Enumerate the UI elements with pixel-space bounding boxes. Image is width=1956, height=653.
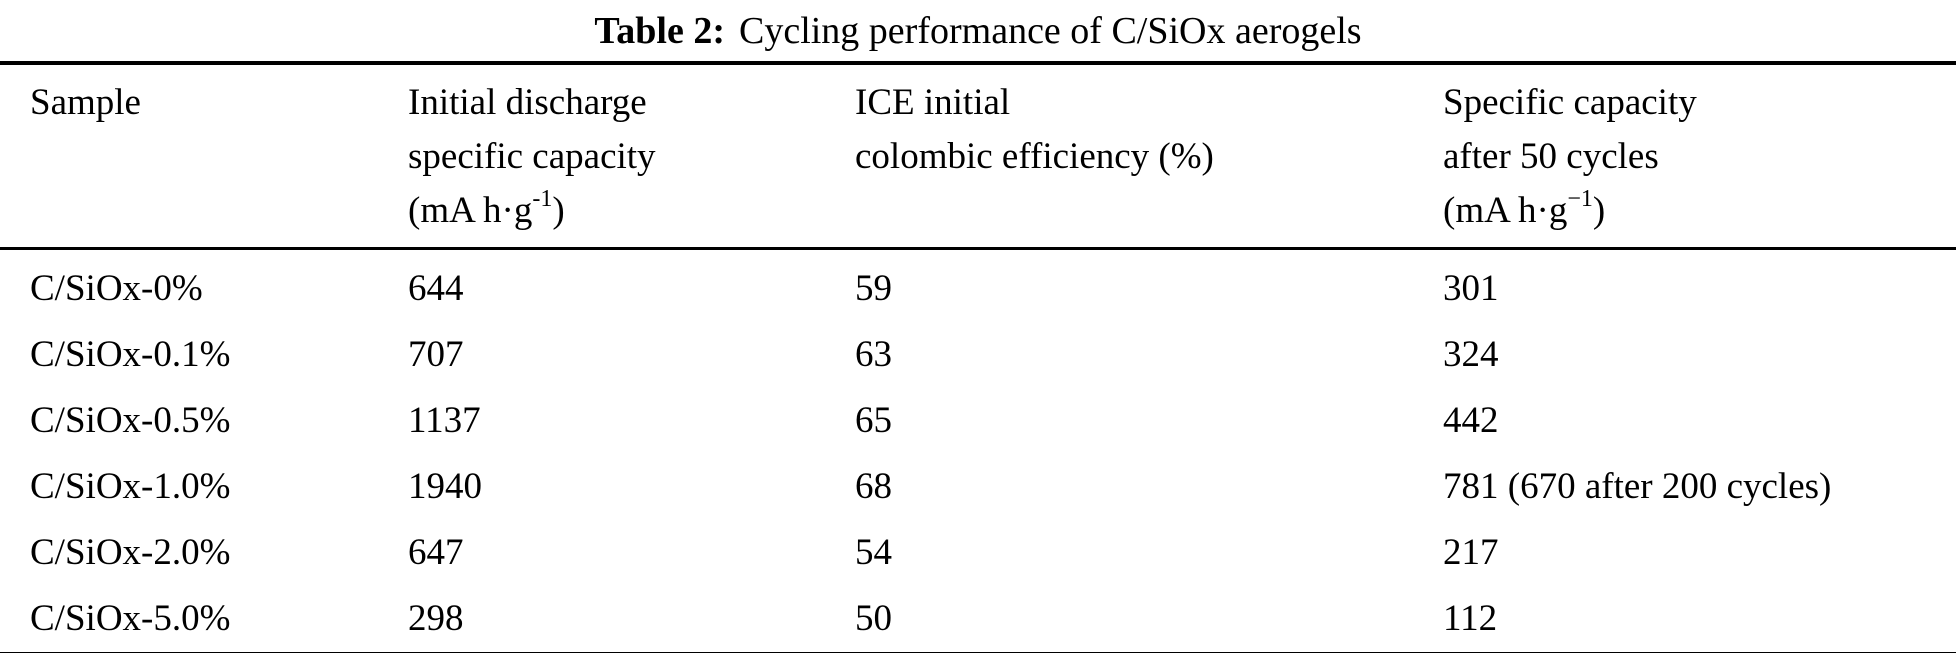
cell-capacity-after-50: 112	[1443, 598, 1498, 639]
cell-ice: 59	[855, 268, 892, 309]
unit-close: )	[552, 190, 565, 231]
table-header: Sample Initial discharge specific capaci…	[0, 63, 1956, 250]
table-body: C/SiOx-0% 644 59 301 C/SiOx-0.1% 707 63 …	[0, 249, 1956, 653]
header-unit: (mA h·g−1)	[1443, 184, 1956, 238]
cell-initial-discharge: 1137	[408, 400, 481, 441]
col-header-initial-discharge-capacity: Initial discharge specific capacity (mA …	[408, 63, 855, 250]
cell-sample: C/SiOx-1.0%	[30, 466, 231, 507]
cell-sample: C/SiOx-0.5%	[30, 400, 231, 441]
cell-capacity-after-50: 781 (670 after 200 cycles)	[1443, 466, 1832, 507]
cell-sample: C/SiOx-0%	[30, 268, 203, 309]
header-line: ICE initial	[855, 82, 1011, 123]
header-row: Sample Initial discharge specific capaci…	[0, 63, 1956, 250]
table-caption: Table 2: Cycling performance of C/SiOx ae…	[0, 0, 1956, 61]
cell-ice: 54	[855, 532, 892, 573]
header-line: Sample	[30, 82, 141, 123]
header-unit: (mA h·g-1)	[408, 184, 855, 238]
table-row: C/SiOx-0.1% 707 63 324	[0, 322, 1956, 388]
unit-open: (mA h·g	[1443, 190, 1568, 231]
cell-ice: 50	[855, 598, 892, 639]
unit-exponent: −1	[1567, 186, 1593, 212]
table-row: C/SiOx-0.5% 1137 65 442	[0, 388, 1956, 454]
table-caption-label: Table 2:	[594, 10, 725, 52]
unit-open: (mA h·g	[408, 190, 533, 231]
cell-sample: C/SiOx-5.0%	[30, 598, 231, 639]
cell-capacity-after-50: 324	[1443, 334, 1499, 375]
table-row: C/SiOx-5.0% 298 50 112	[0, 586, 1956, 653]
cell-initial-discharge: 298	[408, 598, 464, 639]
unit-close: )	[1592, 190, 1606, 231]
col-header-ice-efficiency: ICE initial colombic efficiency (%)	[855, 63, 1443, 250]
cell-ice: 68	[855, 466, 892, 507]
table-row: C/SiOx-2.0% 647 54 217	[0, 520, 1956, 586]
cell-ice: 63	[855, 334, 892, 375]
cell-initial-discharge: 644	[408, 268, 464, 309]
unit-exponent: -1	[532, 186, 553, 212]
col-header-capacity-after-50-cycles: Specific capacity after 50 cycles (mA h·…	[1443, 63, 1956, 250]
col-header-sample: Sample	[0, 63, 408, 250]
cell-initial-discharge: 647	[408, 532, 464, 573]
header-line: Specific capacity	[1443, 82, 1697, 123]
cell-capacity-after-50: 217	[1443, 532, 1499, 573]
cell-initial-discharge: 1940	[408, 466, 482, 507]
header-line: after 50 cycles	[1443, 136, 1659, 177]
cell-capacity-after-50: 301	[1443, 268, 1499, 309]
table-row: C/SiOx-1.0% 1940 68 781 (670 after 200 c…	[0, 454, 1956, 520]
header-line: specific capacity	[408, 136, 656, 177]
header-line: Initial discharge	[408, 82, 647, 123]
table-row: C/SiOx-0% 644 59 301	[0, 249, 1956, 323]
table-caption-text: Cycling performance of C/SiOx aerogels	[738, 10, 1362, 52]
cell-capacity-after-50: 442	[1443, 400, 1499, 441]
cell-sample: C/SiOx-0.1%	[30, 334, 231, 375]
cell-sample: C/SiOx-2.0%	[30, 532, 231, 573]
cell-initial-discharge: 707	[408, 334, 464, 375]
data-table: Sample Initial discharge specific capaci…	[0, 61, 1956, 653]
cell-ice: 65	[855, 400, 892, 441]
header-line: colombic efficiency (%)	[855, 136, 1214, 177]
